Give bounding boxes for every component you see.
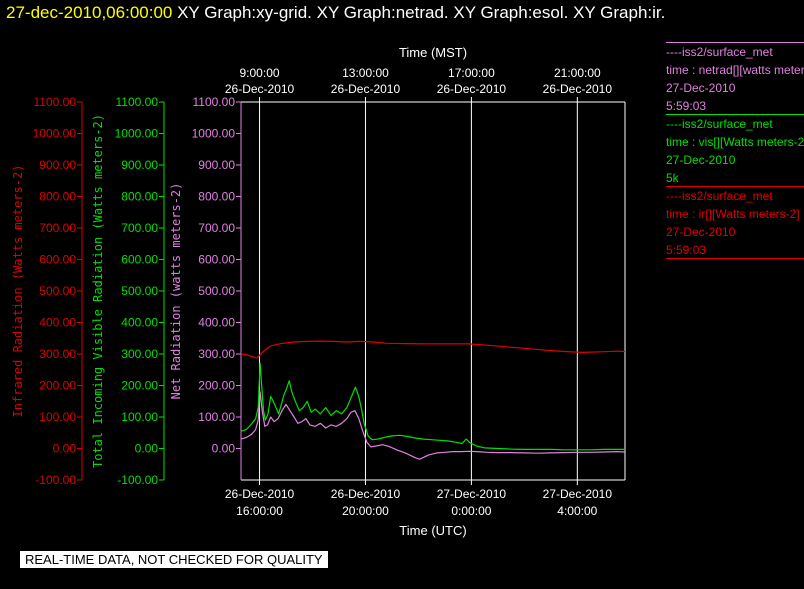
net-y-tick-label: 800.00 — [198, 190, 235, 204]
bottom-tick-date: 27-Dec-2010 — [437, 487, 507, 501]
vis-y-tick-label: 300.00 — [121, 347, 158, 361]
net-y-tick-label: 1100.00 — [193, 95, 236, 109]
legend-var: time : ir[][Watts meters-2] — [666, 207, 800, 221]
top-tick-time: 13:00:00 — [342, 66, 389, 80]
net-y-tick-label: 500.00 — [198, 284, 235, 298]
bottom-tick-date: 27-Dec-2010 — [543, 487, 613, 501]
net-y-tick-label: 700.00 — [198, 221, 235, 235]
legend-date: 27-Dec-2010 — [666, 225, 736, 239]
vis-y-tick-label: 1000.00 — [115, 127, 159, 141]
bottom-tick-time: 20:00:00 — [342, 504, 389, 518]
net-y-tick-label: 400.00 — [198, 316, 235, 330]
net-y-tick-label: 0.00 — [212, 442, 236, 456]
net-y-tick-label: 600.00 — [198, 253, 235, 267]
bottom-tick-date: 26-Dec-2010 — [331, 487, 401, 501]
vis-y-tick-label: 1100.00 — [116, 95, 159, 109]
ir-y-tick-label: 400.00 — [39, 316, 76, 330]
vis-y-tick-label: 700.00 — [121, 221, 158, 235]
legend-var: time : vis[][Watts meters-2] — [666, 135, 804, 149]
ir-y-tick-label: 1000.00 — [33, 127, 77, 141]
timestamp: 27-dec-2010,06:00:00 — [6, 3, 173, 22]
net-series-line — [240, 391, 626, 460]
top-tick-time: 17:00:00 — [448, 66, 495, 80]
top-tick-date: 26-Dec-2010 — [437, 82, 507, 96]
vis-y-tick-label: 0.00 — [135, 442, 159, 456]
graph-name-esol[interactable]: XY Graph:esol. — [453, 3, 569, 22]
ir-y-tick-label: 500.00 — [39, 284, 76, 298]
net-y-tick-label: 100.00 — [198, 410, 235, 424]
ir-y-tick-label: 100.00 — [39, 410, 76, 424]
vis-y-tick-label: 400.00 — [121, 316, 158, 330]
net-y-tick-label: 1000.00 — [192, 127, 236, 141]
net-y-axis-label: Net Radiation (watts meters-2) — [169, 183, 183, 400]
x-axis-label-bottom: Time (UTC) — [399, 523, 466, 538]
legend-date: 27-Dec-2010 — [666, 81, 736, 95]
vis-y-tick-label: 900.00 — [121, 158, 158, 172]
ir-y-tick-label: 600.00 — [39, 253, 76, 267]
top-tick-time: 21:00:00 — [554, 66, 601, 80]
net-y-tick-label: 200.00 — [198, 379, 235, 393]
ir-y-tick-label: 200.00 — [39, 379, 76, 393]
bottom-tick-time: 0:00:00 — [451, 504, 491, 518]
vis-series-line — [240, 362, 625, 451]
net-y-tick-label: 300.00 — [198, 347, 235, 361]
vis-y-tick-label: 200.00 — [121, 379, 158, 393]
top-tick-date: 26-Dec-2010 — [543, 82, 613, 96]
top-tick-date: 26-Dec-2010 — [331, 82, 401, 96]
legend-var: time : netrad[][watts meters-2] — [666, 63, 804, 77]
ir-y-tick-label: 1100.00 — [34, 95, 77, 109]
legend-time: 5:59:03 — [666, 243, 707, 257]
ir-y-tick-label: 700.00 — [39, 221, 76, 235]
bottom-tick-time: 4:00:00 — [557, 504, 597, 518]
legend-source: ----iss2/surface_met — [666, 45, 773, 59]
net-y-tick-label: 900.00 — [198, 158, 235, 172]
vis-y-axis-label: Total Incoming Visible Radiation (Watts … — [91, 114, 105, 468]
top-tick-time: 9:00:00 — [240, 66, 280, 80]
ir-y-tick-label: 0.00 — [53, 442, 77, 456]
vis-y-tick-label: 100.00 — [121, 410, 158, 424]
x-axis-label-top: Time (MST) — [399, 45, 467, 60]
graph-name-xy-grid[interactable]: XY Graph:xy-grid. — [177, 3, 312, 22]
legend-end-rule — [666, 258, 804, 259]
legend-source: ----iss2/surface_met — [666, 189, 773, 203]
ir-y-tick-label: 900.00 — [39, 158, 76, 172]
ir-series-line — [240, 340, 626, 359]
vis-y-tick-label: 500.00 — [121, 284, 158, 298]
vis-y-tick-label: -100.00 — [117, 473, 158, 487]
bottom-tick-time: 16:00:00 — [236, 504, 283, 518]
legend-time: 5:59:03 — [666, 99, 707, 113]
graph-name-netrad[interactable]: XY Graph:netrad. — [316, 3, 449, 22]
graph-title-bar: 27-dec-2010,06:00:00 XY Graph:xy-grid. X… — [6, 3, 665, 23]
legend-date: 27-Dec-2010 — [666, 153, 736, 167]
graph-name-ir[interactable]: XY Graph:ir. — [573, 3, 666, 22]
ir-y-axis-label: Infrared Radiation (Watts meters-2) — [11, 165, 25, 418]
ir-y-tick-label: 300.00 — [39, 347, 76, 361]
vis-y-tick-label: 600.00 — [121, 253, 158, 267]
quality-warning: REAL-TIME DATA, NOT CHECKED FOR QUALITY — [20, 551, 328, 568]
vis-y-tick-label: 800.00 — [121, 190, 158, 204]
legend-time: 5k — [666, 171, 679, 185]
top-tick-date: 26-Dec-2010 — [225, 82, 295, 96]
ir-y-tick-label: -100.00 — [35, 473, 76, 487]
legend-source: ----iss2/surface_met — [666, 117, 773, 131]
ir-y-tick-label: 800.00 — [39, 190, 76, 204]
bottom-tick-date: 26-Dec-2010 — [225, 487, 295, 501]
